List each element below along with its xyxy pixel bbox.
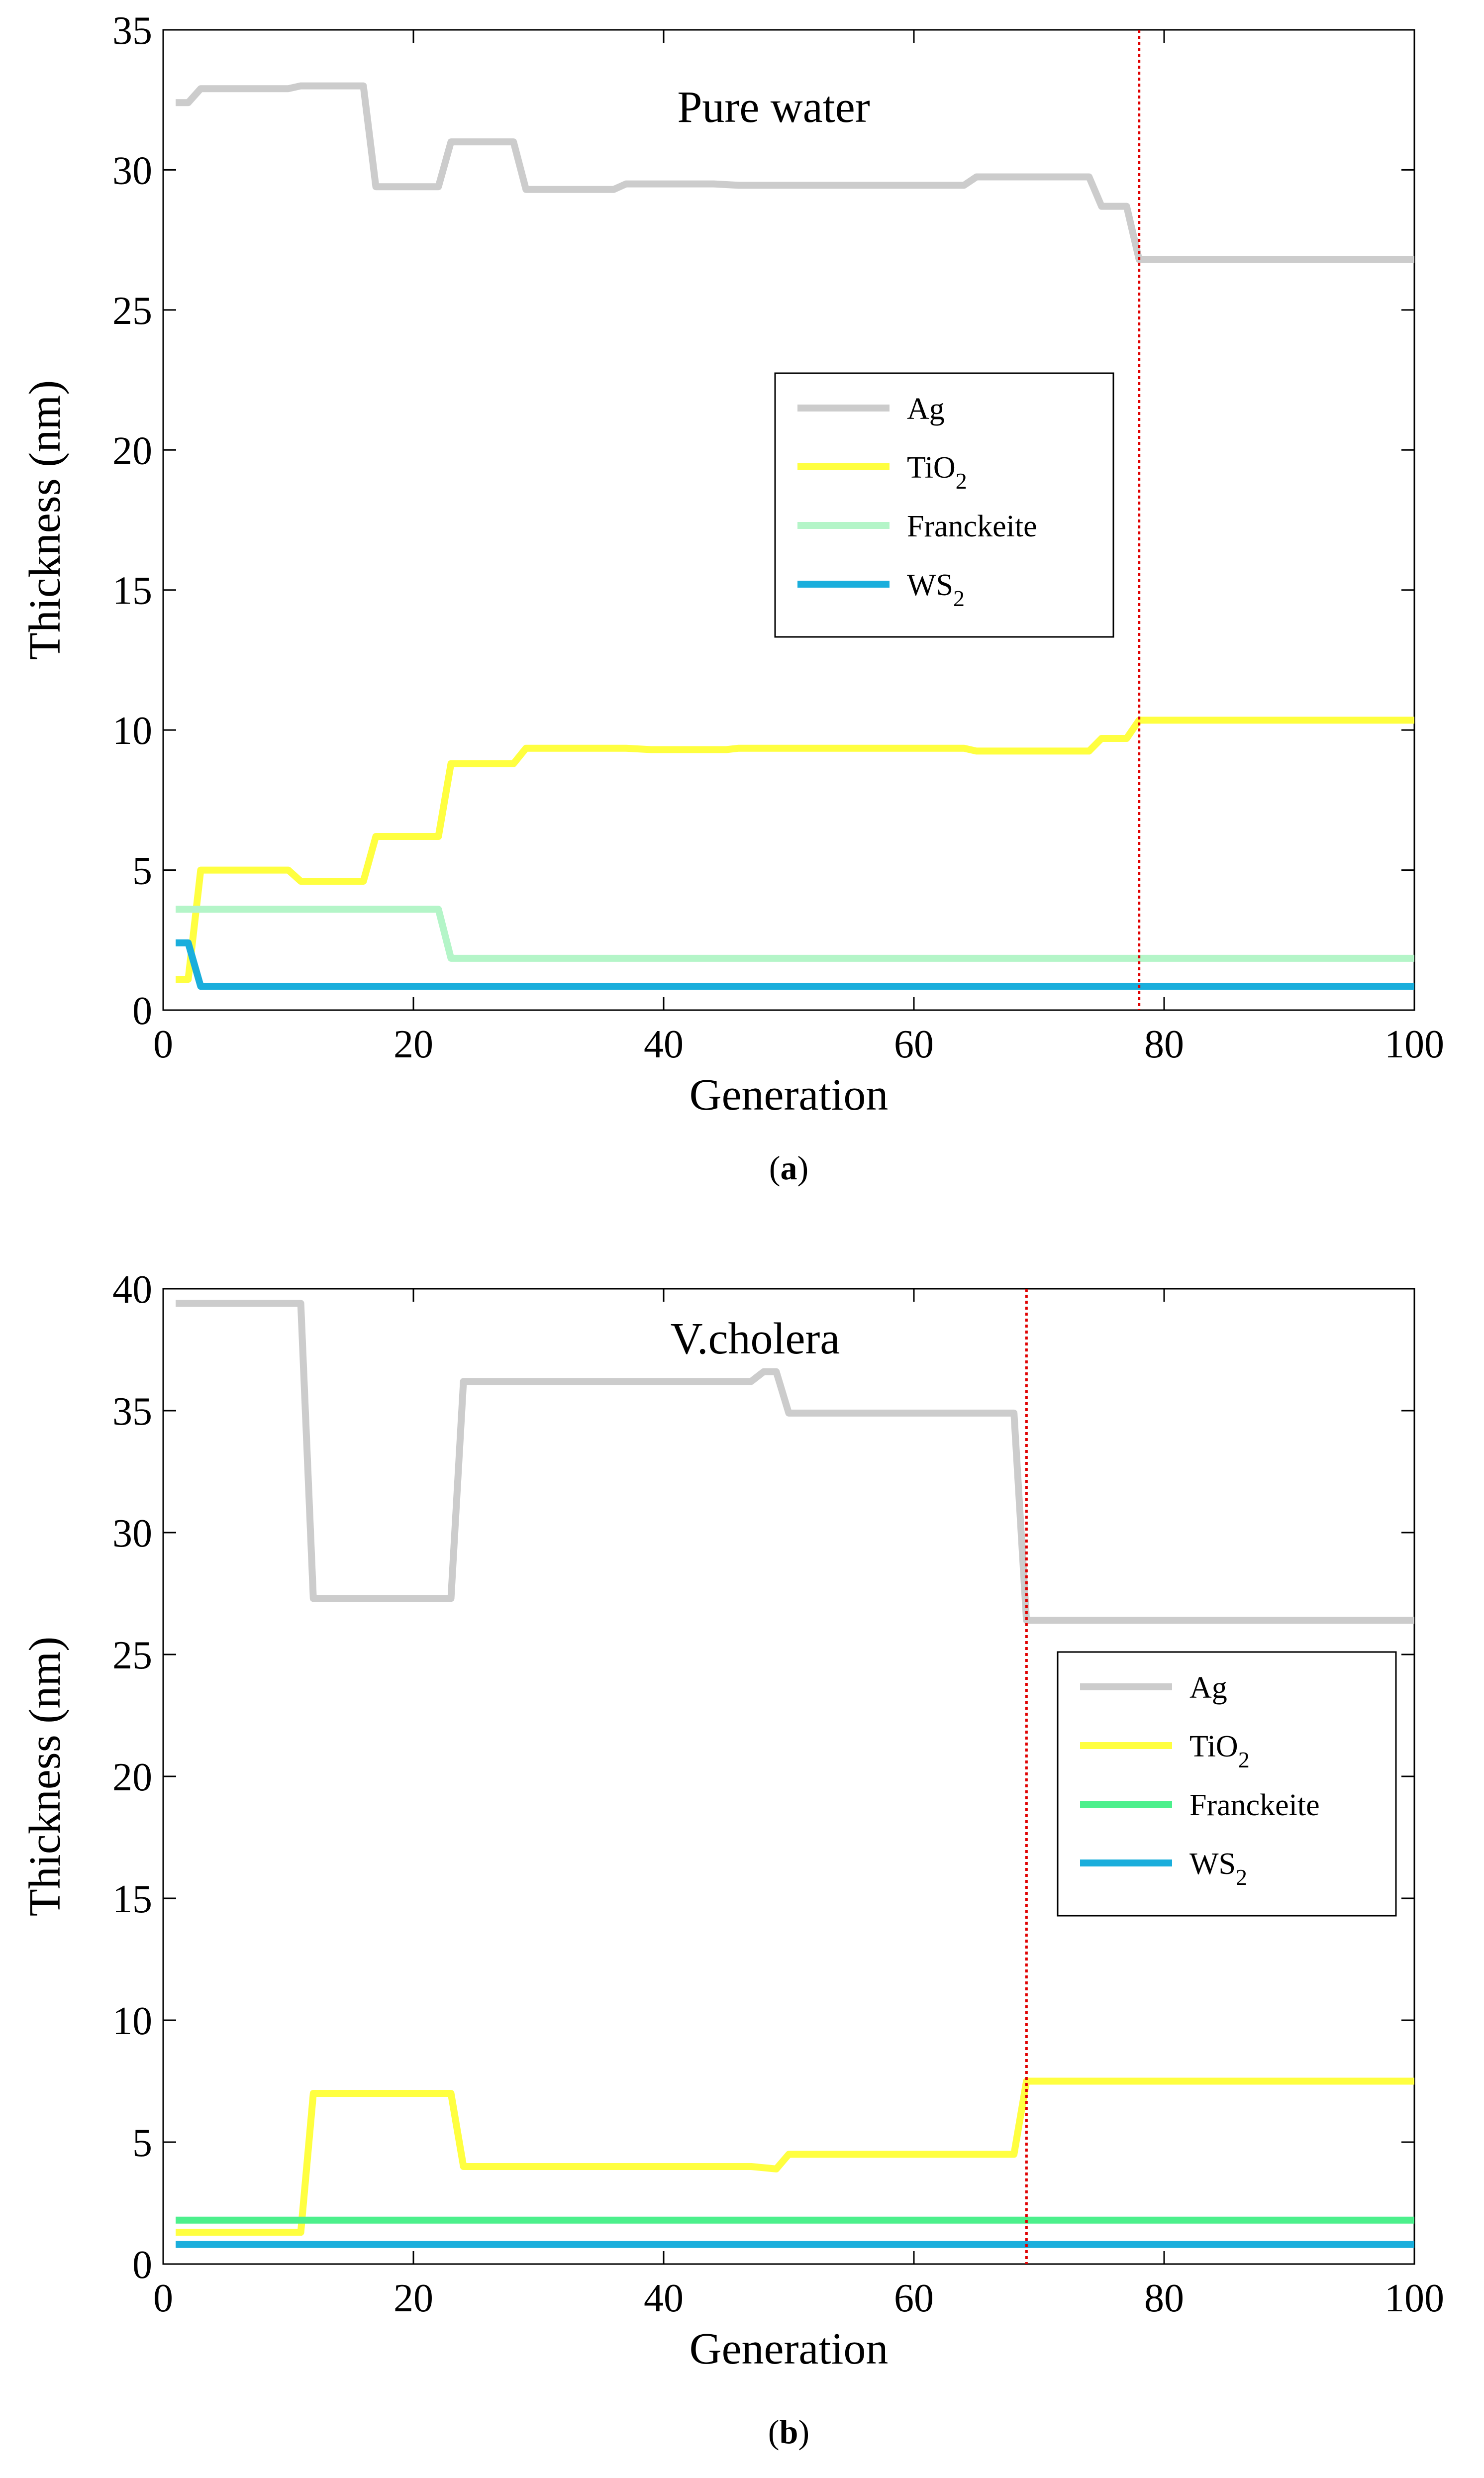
x-axis-label: Generation bbox=[690, 1070, 889, 1120]
legend-label: Ag bbox=[907, 392, 945, 426]
x-tick-label: 0 bbox=[153, 1023, 173, 1066]
y-tick-label: 25 bbox=[112, 289, 152, 333]
panel-caption: (a) bbox=[769, 1149, 808, 1187]
series-line-ag bbox=[176, 82, 1414, 263]
legend: Ag TiO2 Franckeite WS2 bbox=[774, 372, 1114, 638]
chart-title: V.cholera bbox=[671, 1314, 840, 1363]
y-axis-label: Thickness (nm) bbox=[20, 1637, 70, 1916]
y-tick-label: 30 bbox=[112, 149, 152, 193]
series-line-ws2 bbox=[176, 939, 1414, 990]
series-line-ag bbox=[176, 1300, 1414, 1624]
x-tick-label: 20 bbox=[394, 2276, 433, 2320]
y-tick-label: 0 bbox=[132, 2243, 152, 2287]
y-tick-label: 35 bbox=[112, 1390, 152, 1434]
y-tick-label: 35 bbox=[112, 9, 152, 53]
y-tick-label: 10 bbox=[112, 1999, 152, 2043]
legend-box bbox=[774, 372, 1114, 638]
x-tick-label: 0 bbox=[153, 2276, 173, 2320]
x-tick-label: 80 bbox=[1144, 2276, 1184, 2320]
y-tick-label: 5 bbox=[132, 849, 152, 893]
legend-label: Ag bbox=[1189, 1671, 1227, 1705]
x-tick-label: 40 bbox=[644, 1023, 684, 1066]
y-axis-label: Thickness (nm) bbox=[20, 380, 70, 660]
y-tick-label: 25 bbox=[112, 1634, 152, 1677]
x-tick-label: 60 bbox=[894, 2276, 934, 2320]
y-tick-label: 20 bbox=[112, 1755, 152, 1799]
x-tick-label: 80 bbox=[1144, 1023, 1184, 1066]
legend-label: WS2 bbox=[1189, 1847, 1247, 1890]
chart-panel-a: 0 20 40 60 80 100 0 5 10 15 20 25 30 35 Pure water Gene… bbox=[20, 9, 1444, 1187]
x-tick-label: 20 bbox=[394, 1023, 433, 1066]
y-tick-label: 15 bbox=[112, 1877, 152, 1921]
legend-box bbox=[1057, 1651, 1397, 1917]
legend-label: TiO2 bbox=[907, 451, 967, 494]
x-tick-label: 60 bbox=[894, 1023, 934, 1066]
legend-label: TiO2 bbox=[1189, 1730, 1250, 1772]
y-tick-label: 0 bbox=[132, 989, 152, 1033]
chart-panel-b: 0 20 40 60 80 100 0 5 10 15 20 25 30 35 40 V.cholera Gen… bbox=[20, 1268, 1444, 2451]
chart-title: Pure water bbox=[677, 83, 870, 132]
legend: Ag TiO2 Franckeite WS2 bbox=[1057, 1651, 1397, 1917]
x-tick-label: 40 bbox=[644, 2276, 684, 2320]
panel-caption: (b) bbox=[768, 2413, 809, 2451]
y-tick-label: 30 bbox=[112, 1512, 152, 1555]
y-tick-label: 20 bbox=[112, 429, 152, 473]
y-tick-label: 5 bbox=[132, 2121, 152, 2165]
y-tick-label: 40 bbox=[112, 1268, 152, 1312]
series-line-tio2 bbox=[176, 2077, 1414, 2236]
x-tick-label: 100 bbox=[1385, 1023, 1444, 1066]
y-tick-label: 15 bbox=[112, 569, 152, 613]
legend-label: Franckeite bbox=[907, 510, 1037, 543]
x-axis-label: Generation bbox=[690, 2324, 889, 2374]
legend-label: WS2 bbox=[907, 568, 965, 611]
legend-label: Franckeite bbox=[1189, 1788, 1320, 1822]
series-line-tio2 bbox=[176, 717, 1414, 983]
series-line-francketite bbox=[176, 906, 1414, 962]
x-tick-label: 100 bbox=[1385, 2276, 1444, 2320]
y-tick-label: 10 bbox=[112, 709, 152, 753]
